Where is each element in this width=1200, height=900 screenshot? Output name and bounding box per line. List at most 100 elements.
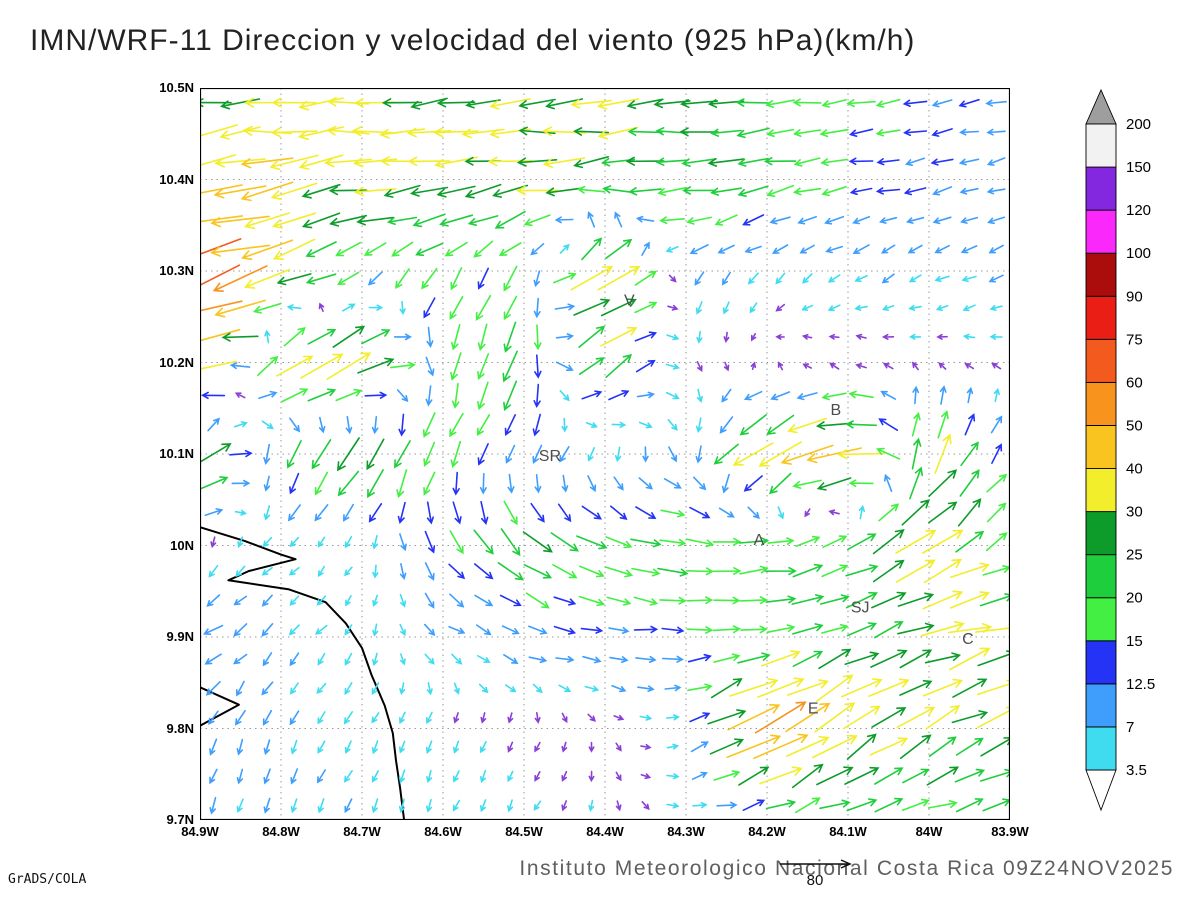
wind-vector <box>665 363 681 370</box>
wind-vector <box>399 740 406 754</box>
wind-vector <box>489 98 531 110</box>
wind-vector <box>799 244 815 254</box>
wind-vector <box>298 97 344 111</box>
wind-vector <box>868 678 910 697</box>
wind-vector <box>659 538 687 547</box>
wind-vector <box>985 532 1008 552</box>
wind-vector <box>487 156 533 167</box>
colorbar-label: 7 <box>1126 719 1134 736</box>
wind-vector <box>200 328 241 342</box>
wind-vector <box>371 770 379 783</box>
wind-vector <box>371 535 379 550</box>
wind-vector <box>243 212 291 230</box>
wind-vector <box>666 773 680 780</box>
wind-vector <box>611 685 627 693</box>
wind-vector <box>317 565 325 578</box>
wind-vector <box>661 655 684 663</box>
wind-vector <box>555 333 575 340</box>
wind-vector <box>288 624 300 636</box>
colorbar-label: 200 <box>1126 116 1151 133</box>
wind-vector <box>958 98 980 108</box>
wind-vector <box>578 357 605 375</box>
wind-vector <box>687 683 713 692</box>
wind-vector <box>582 655 602 664</box>
wind-vector <box>383 184 421 198</box>
wind-vector <box>398 413 406 437</box>
wind-vector <box>962 333 976 340</box>
wind-vector <box>912 385 920 405</box>
wind-vector <box>426 501 434 525</box>
wind-vector <box>318 416 326 434</box>
wind-vector <box>344 624 353 636</box>
wind-vector <box>660 509 686 518</box>
wind-vector <box>426 798 433 813</box>
wind-vector <box>614 446 622 463</box>
wind-vector <box>959 128 980 136</box>
wind-vector <box>777 361 784 371</box>
wind-vector <box>960 441 979 467</box>
wind-vector <box>825 245 843 254</box>
wind-vector <box>289 417 301 433</box>
wind-vector <box>503 321 517 353</box>
wind-vector <box>792 650 824 667</box>
wind-vector <box>262 536 273 548</box>
wind-vector <box>845 591 878 609</box>
wind-vector <box>848 157 874 166</box>
wind-vector <box>819 128 849 138</box>
wind-vector <box>735 98 771 107</box>
wind-vector <box>955 737 984 756</box>
gridlines <box>200 88 1010 820</box>
wind-vector <box>602 185 634 194</box>
wind-vector <box>610 505 628 520</box>
wind-vector <box>816 674 854 702</box>
colorbar-segment <box>1085 468 1117 513</box>
wind-vector <box>952 678 988 698</box>
wind-vector <box>710 678 743 699</box>
wind-vector <box>448 625 466 635</box>
wind-vector <box>858 504 865 520</box>
wind-vector <box>666 743 680 750</box>
wind-vector <box>407 156 451 167</box>
wind-vector <box>600 298 637 317</box>
wind-vector <box>523 564 553 579</box>
wind-vector <box>449 593 465 608</box>
wind-vector <box>286 304 302 311</box>
wind-vector <box>824 215 845 225</box>
wind-vector <box>219 98 261 110</box>
wind-vector <box>399 563 407 581</box>
wind-vector <box>528 656 548 664</box>
y-axis-tick: 10.3N <box>159 263 194 278</box>
wind-vector <box>964 363 975 370</box>
wind-vector <box>426 682 433 696</box>
wind-vector <box>975 623 1010 633</box>
wind-vector <box>903 128 928 137</box>
wind-vector <box>723 331 730 343</box>
wind-vector <box>796 392 818 401</box>
wind-vector <box>504 414 516 437</box>
wind-vector <box>750 361 757 370</box>
wind-vector <box>477 381 489 411</box>
x-axis-tick: 84.9W <box>181 824 219 839</box>
wind-vector <box>288 566 300 576</box>
wind-vector <box>450 440 462 468</box>
wind-vector <box>828 509 840 516</box>
wind-vector <box>270 182 318 200</box>
wind-vector <box>922 678 964 697</box>
wind-vector <box>342 503 354 522</box>
wind-vector <box>507 741 514 753</box>
wind-vector <box>977 650 1010 667</box>
wind-vector <box>317 798 325 814</box>
wind-vector <box>986 473 1008 493</box>
wind-vector <box>792 563 824 578</box>
wind-vector <box>615 800 622 812</box>
y-axis-tick: 9.7N <box>166 812 194 827</box>
wind-vector <box>343 711 353 725</box>
wind-vector <box>371 740 379 755</box>
wind-vector <box>372 623 379 637</box>
wind-vector <box>695 417 703 434</box>
wind-vector <box>937 410 949 439</box>
colorbar-segment <box>1085 554 1117 599</box>
wind-vector <box>412 213 446 228</box>
wind-vector <box>846 733 877 760</box>
wind-vector <box>503 380 518 412</box>
